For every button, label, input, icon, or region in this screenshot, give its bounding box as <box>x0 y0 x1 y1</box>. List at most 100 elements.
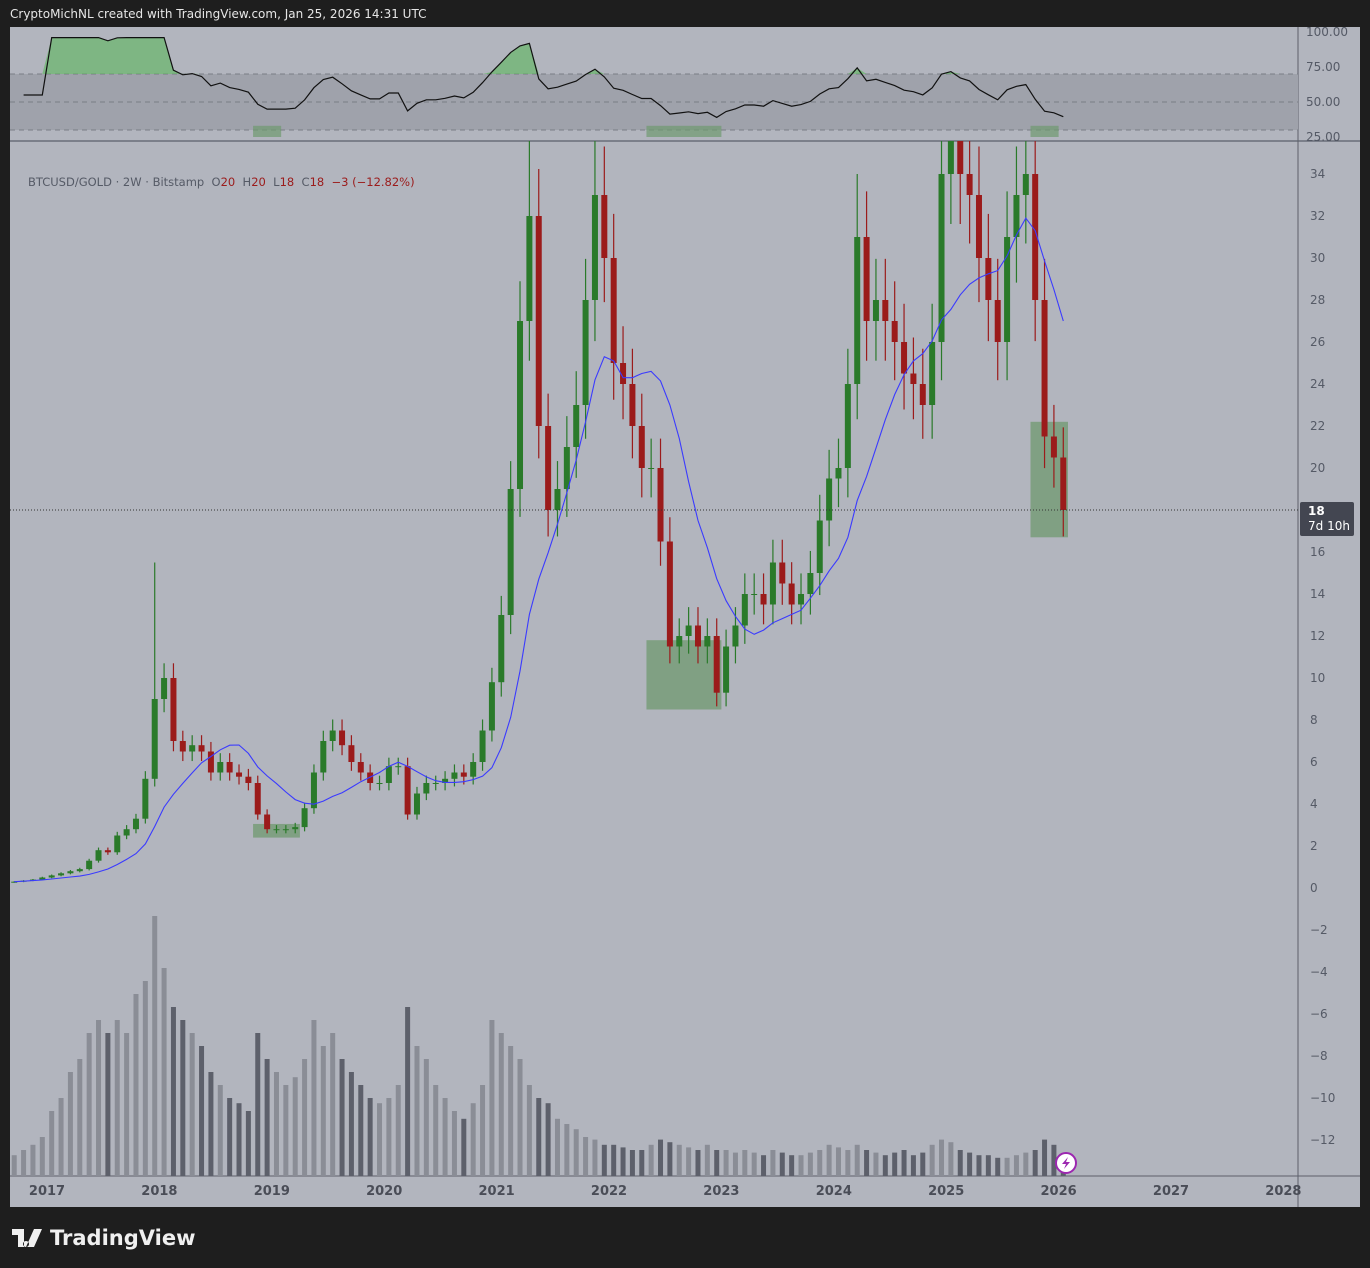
volume-bar <box>292 1077 298 1176</box>
volume-bar <box>442 1098 448 1176</box>
volume-bar <box>957 1150 963 1176</box>
candle-body <box>704 636 711 647</box>
candle-body <box>610 258 617 363</box>
lightning-icon[interactable] <box>1055 1152 1077 1174</box>
candle-body <box>376 783 383 784</box>
price-tick-label: 22 <box>1310 419 1325 433</box>
candle-body <box>507 489 514 615</box>
symbol-legend[interactable]: BTCUSD/GOLD · 2W · Bitstamp O20 H20 L18 … <box>28 175 415 189</box>
rsi-highlight-box <box>253 125 282 137</box>
volume-bar <box>199 1046 205 1176</box>
volume-bar <box>526 1085 532 1176</box>
candle-body <box>470 762 477 777</box>
candle-body <box>170 678 177 741</box>
candle-body <box>835 468 842 479</box>
rsi-tick-label: 25.00 <box>1306 130 1340 144</box>
volume-bar <box>423 1059 429 1176</box>
volume-bar <box>124 1033 130 1176</box>
candle-body <box>282 829 289 831</box>
candle-body <box>132 818 139 830</box>
volume-bar <box>1051 1144 1057 1176</box>
volume-bar <box>714 1150 720 1176</box>
candle-body <box>769 562 776 605</box>
candle-body <box>929 342 936 405</box>
volume-bar <box>845 1150 851 1176</box>
candle-body <box>1013 195 1020 237</box>
volume-bar <box>723 1150 729 1176</box>
candle-body <box>648 468 655 469</box>
brand-name: TradingView <box>50 1226 196 1250</box>
candle-body <box>554 489 561 510</box>
volume-bar <box>939 1139 945 1176</box>
candle-body <box>938 174 945 342</box>
time-tick-label: 2019 <box>254 1184 290 1199</box>
rsi-tick-label: 75.00 <box>1306 60 1340 74</box>
volume-bar <box>377 1103 383 1176</box>
candle-body <box>826 478 833 521</box>
volume-bar <box>789 1155 795 1176</box>
candle-body <box>292 827 299 830</box>
tradingview-logo[interactable]: TradingView <box>12 1226 195 1250</box>
volume-bar <box>592 1139 598 1176</box>
candle-body <box>95 850 102 861</box>
candle-body <box>301 808 308 828</box>
legend-l-label: L <box>273 175 280 189</box>
volume-bar <box>367 1098 373 1176</box>
legend-open: 20 <box>220 175 236 189</box>
candle-body <box>638 426 645 468</box>
price-tick-label: 10 <box>1310 671 1325 685</box>
candle-body <box>1022 174 1029 195</box>
price-tick-label: 24 <box>1310 377 1325 391</box>
chart-canvas[interactable]: 100.0075.0050.0025.003432302826242220161… <box>10 27 1360 1207</box>
volume-bar <box>152 916 158 1176</box>
candle-body <box>573 405 580 447</box>
volume-bar <box>976 1155 982 1176</box>
candle-body <box>451 772 458 779</box>
volume-bar <box>779 1152 785 1176</box>
price-tag-value: 18 <box>1308 504 1325 518</box>
sma-line <box>14 217 1064 883</box>
time-tick-label: 2022 <box>591 1184 627 1199</box>
price-tick-label: 8 <box>1310 713 1318 727</box>
candle-body <box>207 751 214 773</box>
volume-bar <box>620 1147 626 1176</box>
volume-bar <box>611 1144 617 1176</box>
candle-body <box>854 237 861 384</box>
candle-body <box>423 783 430 794</box>
candle-body <box>39 877 46 880</box>
candle-body <box>844 384 851 468</box>
candle-body <box>517 321 524 489</box>
candle-body <box>1041 300 1048 437</box>
candle-body <box>217 762 224 773</box>
candle-body <box>11 881 18 883</box>
volume-bar <box>358 1085 364 1176</box>
volume-bar <box>648 1144 654 1176</box>
volume-bar <box>405 1007 411 1176</box>
volume-bar <box>873 1152 879 1176</box>
candle-body <box>526 216 533 321</box>
price-tick-label: −12 <box>1310 1133 1335 1147</box>
candle-body <box>666 541 673 647</box>
volume-bar <box>686 1147 692 1176</box>
candle-body <box>788 583 795 605</box>
candle-body <box>245 776 252 783</box>
rsi-tick-label: 100.00 <box>1306 27 1348 39</box>
volume-bar <box>180 1020 186 1176</box>
time-tick-label: 2018 <box>141 1184 177 1199</box>
candle-body <box>919 384 926 405</box>
price-highlight-box <box>646 640 722 710</box>
candle-body <box>1032 174 1039 300</box>
candle-body <box>48 875 55 878</box>
price-tick-label: 34 <box>1310 167 1325 181</box>
volume-bar <box>751 1152 757 1176</box>
legend-o-label: O <box>211 175 221 189</box>
volume-bar <box>77 1059 83 1176</box>
candle-body <box>863 237 870 321</box>
candle-body <box>779 562 786 584</box>
candle-body <box>404 766 411 815</box>
chart-frame[interactable]: 100.00 75.00 50.00 25.00 34 32 30 28 26 24 22 20 16 1… <box>10 27 1360 1207</box>
time-tick-label: 2027 <box>1153 1184 1189 1199</box>
volume-bar <box>320 1046 326 1176</box>
candle-body <box>816 520 823 573</box>
volume-bar <box>967 1152 973 1176</box>
